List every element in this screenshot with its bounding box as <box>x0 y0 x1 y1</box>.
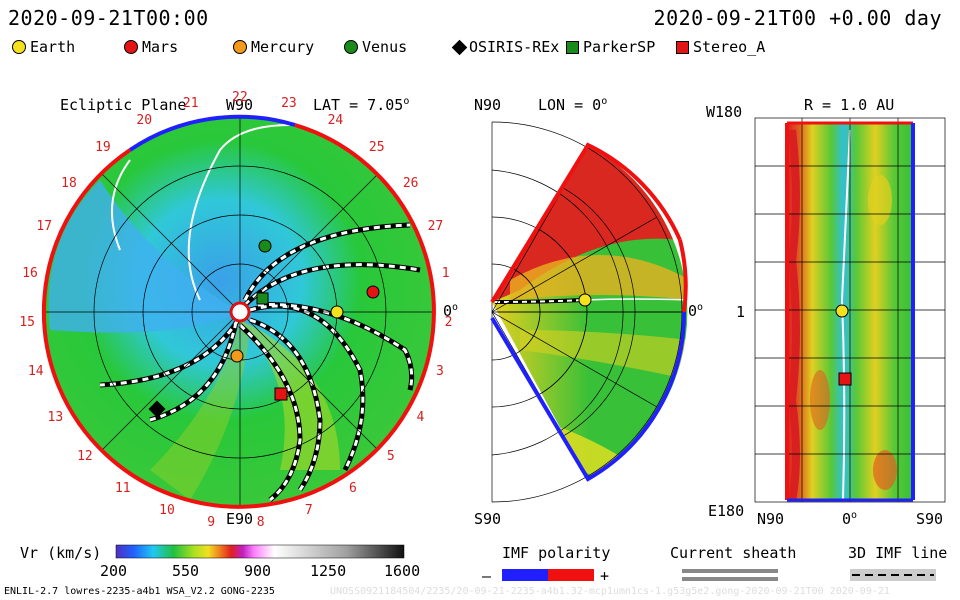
hour-tick-label: 23 <box>281 95 297 111</box>
radial-title: R = 1.0 AU <box>804 96 895 114</box>
earth-marker <box>330 305 344 319</box>
mercury-marker-icon <box>233 40 247 54</box>
legend-parkersp: ParkerSP <box>566 38 655 56</box>
hour-tick-label: 4 <box>416 409 425 425</box>
hour-tick-label: 7 <box>304 503 313 519</box>
hour-tick-label: 6 <box>349 480 357 496</box>
legend-earth: Earth <box>12 38 75 56</box>
imf-minus-label: – <box>482 567 492 585</box>
colorbar-tick-550: 550 <box>172 562 200 580</box>
hour-tick-label: 11 <box>114 480 131 496</box>
hour-tick-label: 10 <box>159 503 175 519</box>
colorbar-tick-200: 200 <box>100 562 128 580</box>
hour-tick-label: 25 <box>368 139 385 155</box>
legend-stereo-a: Stereo_A <box>676 38 765 56</box>
imf-line-legend <box>850 569 936 581</box>
hour-tick-label: 18 <box>61 175 77 191</box>
colorbar-label: Vr (km/s) <box>20 544 102 562</box>
meridional-right-label: 0o <box>688 302 704 320</box>
sun-marker-icon <box>229 301 251 323</box>
hour-tick-label: 12 <box>77 449 93 465</box>
radial-top-left-label: W180 <box>706 103 743 121</box>
radial-mid-left-label: 1 <box>736 303 746 321</box>
ecliptic-top-label: W90 <box>226 96 254 114</box>
datetime-right: 2020-09-21T00 +0.00 day <box>653 6 942 30</box>
hour-tick-label: 5 <box>386 449 395 465</box>
imf-polarity-title: IMF polarity <box>502 544 611 562</box>
colorbar-tick-1600: 1600 <box>384 562 421 580</box>
radial-earth-marker <box>835 304 849 318</box>
hour-tick-label: 21 <box>182 95 199 111</box>
hour-tick-label: 26 <box>402 175 419 191</box>
legend-osiris-rex: OSIRIS-REx <box>451 38 559 56</box>
hour-tick-label: 15 <box>19 315 36 331</box>
datetime-left: 2020-09-21T00:00 <box>8 6 209 30</box>
hour-tick-label: 14 <box>27 364 44 380</box>
legend-mars: Mars <box>124 38 178 56</box>
parkersp-marker-icon <box>566 40 579 54</box>
imf-plus-label: + <box>600 567 610 585</box>
meridional-title: LON = 0o <box>538 96 608 114</box>
stereo-a-marker <box>274 387 288 401</box>
lat-label: LAT = 7.05o <box>313 96 410 114</box>
meridional-earth-marker <box>578 293 592 307</box>
velocity-colorbar <box>115 544 405 559</box>
earth-marker-icon <box>12 40 26 54</box>
legend-mercury: Mercury <box>233 38 314 56</box>
imf-polarity-bar <box>502 569 594 581</box>
mercury-marker <box>230 349 244 363</box>
meridional-top-label: N90 <box>474 96 502 114</box>
stereo-a-marker-icon <box>676 40 689 54</box>
venus-marker <box>258 239 272 253</box>
venus-marker-icon <box>344 40 358 54</box>
radial-x-left-label: N90 <box>757 510 785 528</box>
hour-tick-label: 1 <box>441 266 450 281</box>
meridional-bottom-label: S90 <box>474 510 502 528</box>
mars-marker <box>366 285 380 299</box>
ecliptic-bottom-label: E90 <box>226 510 254 528</box>
current-sheath-legend <box>682 569 778 581</box>
hour-tick-label: 19 <box>95 139 111 155</box>
radial-plot <box>754 117 946 503</box>
hour-tick-label: 24 <box>327 112 344 128</box>
meridional-plot <box>490 121 688 503</box>
hour-tick-label: 17 <box>36 218 53 234</box>
hour-tick-label: 27 <box>427 218 444 234</box>
osiris-rex-marker <box>148 400 166 418</box>
ecliptic-plot <box>41 114 436 509</box>
radial-x-right-label: S90 <box>916 510 944 528</box>
colorbar-tick-900: 900 <box>244 562 272 580</box>
footer-run-info: ENLIL-2.7 lowres-2235-a4b1 WSA_V2.2 GONG… <box>4 586 275 597</box>
radial-bottom-left-label: E180 <box>708 502 745 520</box>
radial-stereo-a-marker <box>838 372 852 386</box>
parkersp-marker <box>256 292 269 305</box>
ecliptic-title: Ecliptic Plane <box>60 96 187 114</box>
current-sheath-title: Current sheath <box>670 544 797 562</box>
hour-tick-label: 20 <box>136 112 153 128</box>
hour-tick-label: 13 <box>47 409 64 425</box>
radial-x-mid-label: 0o <box>842 510 858 528</box>
mars-marker-icon <box>124 40 138 54</box>
ecliptic-right-label: 0o <box>443 302 459 320</box>
hour-tick-label: 22 <box>232 90 248 105</box>
legend-venus: Venus <box>344 38 407 56</box>
footer-run-id: UNOSS0921184504/2235/20-09-21-2235-a4b1.… <box>330 586 890 597</box>
hour-tick-label: 8 <box>256 514 265 530</box>
colorbar-tick-1250: 1250 <box>310 562 347 580</box>
hour-tick-label: 3 <box>436 364 444 380</box>
hour-tick-label: 2 <box>444 315 453 331</box>
hour-tick-label: 16 <box>22 266 38 281</box>
hour-tick-label: 9 <box>207 514 216 530</box>
imf-line-title: 3D IMF line <box>848 544 948 562</box>
